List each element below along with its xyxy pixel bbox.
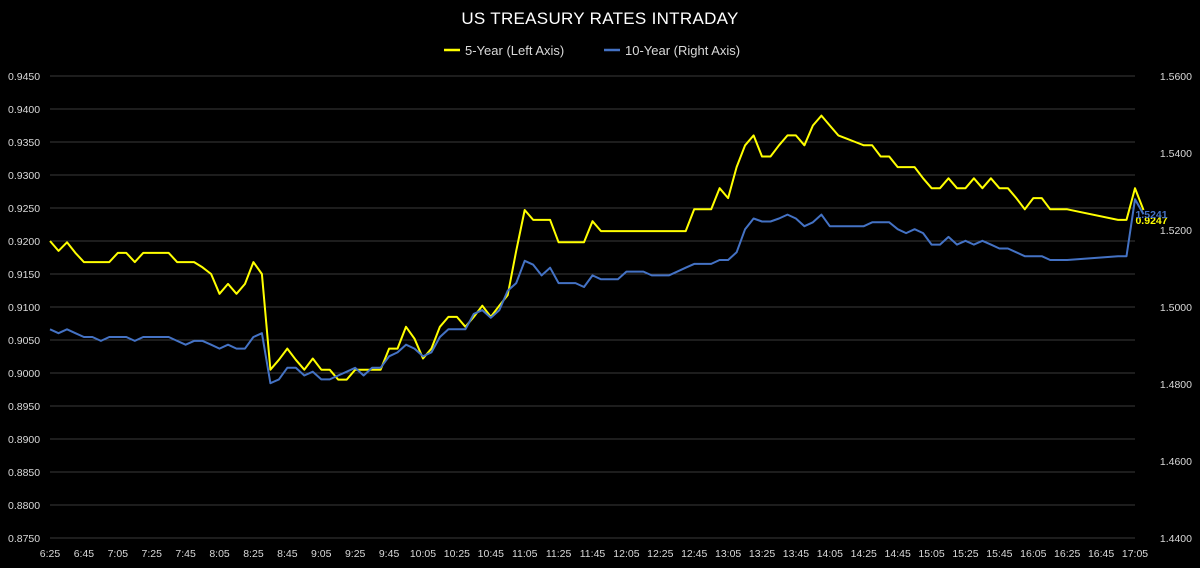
x-tick-label: 10:45 [478, 548, 504, 560]
series-line [49, 114, 1145, 381]
y-right-tick-label: 1.5600 [1160, 71, 1192, 83]
x-tick-label: 17:05 [1122, 548, 1148, 560]
y-right-tick-label: 1.4800 [1160, 379, 1192, 391]
y-left-tick-label: 0.9100 [8, 302, 40, 314]
legend-label: 5-Year (Left Axis) [465, 43, 564, 58]
x-tick-label: 8:05 [209, 548, 230, 560]
x-tick-label: 12:45 [681, 548, 707, 560]
x-tick-label: 11:45 [580, 548, 606, 560]
y-left-tick-label: 0.9200 [8, 236, 40, 248]
chart-legend: 5-Year (Left Axis) 10-Year (Right Axis) [444, 43, 740, 58]
y-left-tick-label: 0.8950 [8, 401, 40, 413]
x-tick-label: 15:45 [986, 548, 1012, 560]
series-line [49, 198, 1145, 385]
y-left-tick-label: 0.8900 [8, 434, 40, 446]
y-right-tick-label: 1.4400 [1160, 533, 1192, 545]
x-tick-label: 16:45 [1088, 548, 1114, 560]
x-axis-ticks: 6:25 6:45 7:05 7:25 7:45 8:05 8:25 8:45 9:05 9:25… [40, 548, 1149, 560]
y-left-tick-label: 0.9000 [8, 368, 40, 380]
x-tick-label: 6:25 [40, 548, 61, 560]
chart-title: US TREASURY RATES INTRADAY [461, 9, 738, 28]
left-axis-ticks: 0.9450 0.9400 0.9350 0.9300 0.9250 0.9200 0.91… [8, 71, 40, 545]
y-left-tick-label: 0.8750 [8, 533, 40, 545]
y-left-tick-label: 0.9250 [8, 203, 40, 215]
x-tick-label: 14:05 [817, 548, 843, 560]
x-tick-label: 8:45 [277, 548, 298, 560]
x-tick-label: 13:45 [783, 548, 809, 560]
x-tick-label: 12:25 [647, 548, 673, 560]
y-right-tick-label: 1.5400 [1160, 148, 1192, 160]
x-tick-label: 11:25 [546, 548, 572, 560]
x-tick-label: 10:25 [444, 548, 470, 560]
y-left-tick-label: 0.8800 [8, 500, 40, 512]
x-tick-label: 12:05 [613, 548, 639, 560]
x-tick-label: 9:45 [379, 548, 400, 560]
x-tick-label: 9:05 [311, 548, 332, 560]
x-tick-label: 7:25 [142, 548, 163, 560]
gridlines [50, 75, 1135, 539]
x-tick-label: 14:25 [851, 548, 877, 560]
x-tick-label: 9:25 [345, 548, 366, 560]
series-lines [49, 114, 1145, 385]
y-left-tick-label: 0.9450 [8, 71, 40, 83]
y-right-tick-label: 1.5000 [1160, 302, 1192, 314]
y-right-tick-label: 1.5200 [1160, 225, 1192, 237]
y-right-tick-label: 1.4600 [1160, 456, 1192, 468]
y-left-tick-label: 0.9350 [8, 137, 40, 149]
legend-label: 10-Year (Right Axis) [625, 43, 740, 58]
x-tick-label: 16:05 [1020, 548, 1046, 560]
x-tick-label: 7:45 [175, 548, 196, 560]
y-left-tick-label: 0.9400 [8, 104, 40, 116]
x-tick-label: 13:05 [715, 548, 741, 560]
right-axis-ticks: 1.5600 1.5400 1.5200 1.5000 1.4800 1.4600 1.44… [1160, 71, 1192, 545]
x-tick-label: 15:05 [918, 548, 944, 560]
y-left-tick-label: 0.9150 [8, 269, 40, 281]
last-value-label: 1.5241 [1135, 209, 1167, 221]
x-tick-label: 14:45 [885, 548, 911, 560]
x-tick-label: 16:25 [1054, 548, 1080, 560]
x-tick-label: 7:05 [108, 548, 129, 560]
x-tick-label: 11:05 [512, 548, 538, 560]
x-tick-label: 6:45 [74, 548, 95, 560]
y-left-tick-label: 0.9050 [8, 335, 40, 347]
x-tick-label: 13:25 [749, 548, 775, 560]
y-left-tick-label: 0.9300 [8, 170, 40, 182]
last-value-label: 0.9247 [1135, 215, 1167, 227]
x-tick-label: 15:25 [952, 548, 978, 560]
y-left-tick-label: 0.8850 [8, 467, 40, 479]
x-tick-label: 8:25 [243, 548, 264, 560]
x-tick-label: 10:05 [410, 548, 436, 560]
